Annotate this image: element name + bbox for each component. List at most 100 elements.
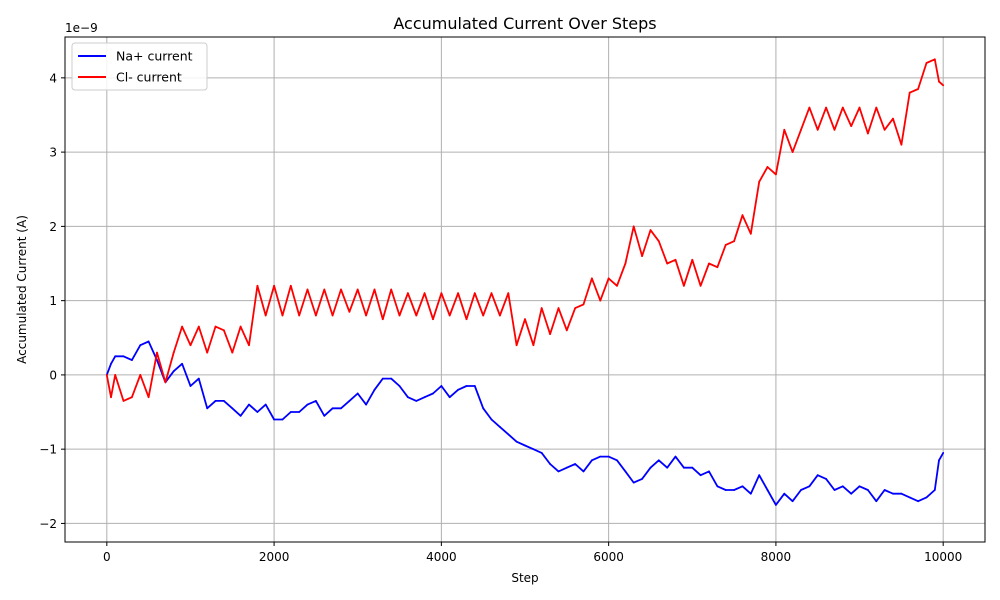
cl-current-point — [231, 351, 234, 354]
cl-current-point — [724, 244, 727, 246]
na-current-point — [933, 489, 936, 491]
na-current-point — [892, 492, 894, 495]
cl-current-point — [248, 344, 250, 347]
cl-current-point — [432, 318, 434, 321]
cl-current-point — [122, 400, 125, 402]
na-current-point — [883, 489, 886, 491]
cl-current-point — [775, 173, 777, 176]
na-current-point — [942, 452, 945, 454]
cl-current-point — [323, 288, 326, 291]
na-current-point — [666, 466, 669, 469]
plot-frame — [64, 36, 986, 543]
x-tick-label: 8000 — [761, 550, 792, 564]
cl-current-point — [356, 288, 359, 291]
cl-current-point — [348, 310, 351, 313]
cl-current-point — [239, 325, 242, 328]
cl-current-point — [482, 314, 485, 317]
cl-current-point — [256, 284, 259, 287]
na-current-point — [356, 392, 359, 395]
cl-current-point — [110, 396, 112, 399]
na-current-point — [549, 463, 551, 465]
cl-current-point — [624, 262, 627, 265]
na-current-point — [110, 362, 112, 365]
na-current-point — [331, 407, 334, 410]
na-current-point — [758, 474, 761, 477]
cl-current-point — [925, 62, 928, 64]
na-current-point — [381, 377, 384, 380]
cl-current-point — [557, 307, 560, 309]
cl-current-point — [683, 284, 685, 287]
x-tick-label: 6000 — [593, 550, 624, 564]
y-tick-label: 2 — [49, 220, 57, 234]
na-current-point — [632, 481, 635, 484]
cl-current-point — [390, 288, 393, 291]
cl-current-point — [197, 325, 200, 328]
na-current-point — [515, 440, 518, 443]
na-current-point — [565, 466, 568, 469]
cl-current-point — [381, 318, 384, 321]
cl-current-point — [281, 314, 284, 317]
na-current-point — [214, 400, 217, 402]
na-current-point — [432, 392, 434, 395]
y-tick-label: 1 — [49, 294, 57, 308]
cl-current-point — [908, 91, 911, 94]
y-axis-title: Accumulated Current (A) — [15, 215, 29, 364]
cl-current-point — [841, 106, 844, 109]
na-current-point — [457, 388, 459, 391]
y-axis-offset-label: 1e−9 — [65, 21, 98, 35]
na-current-point — [708, 470, 710, 473]
cl-current-point — [900, 143, 903, 146]
na-current-point — [825, 478, 827, 480]
na-current-point — [340, 407, 342, 410]
na-current-point — [189, 385, 192, 387]
cl-current-point — [591, 277, 593, 280]
na-current-point — [440, 385, 443, 387]
cl-current-point — [933, 58, 936, 61]
plot-series — [105, 58, 945, 506]
na-current-point — [540, 452, 543, 454]
y-tick-label: 3 — [49, 146, 57, 160]
na-current-point — [574, 463, 577, 465]
cl-current-point — [632, 225, 635, 228]
cl-current-point — [189, 344, 192, 347]
na-current-point — [281, 418, 284, 421]
na-current-point — [591, 459, 593, 462]
cl-current-point — [340, 288, 342, 291]
na-current-point — [490, 418, 493, 421]
cl-current-point — [264, 314, 267, 317]
cl-current-point — [440, 292, 443, 295]
cl-current-point — [892, 117, 894, 120]
y-tick-label: −1 — [39, 443, 57, 457]
na-current-point — [197, 377, 200, 380]
na-current-point — [273, 418, 275, 421]
cl-current-point — [507, 292, 510, 295]
na-current-point — [766, 489, 769, 491]
na-current-point — [256, 411, 259, 413]
na-current-point — [850, 492, 853, 495]
na-current-point — [925, 496, 928, 499]
x-tick-label: 4000 — [426, 550, 457, 564]
na-current-point — [657, 459, 660, 462]
cl-current-point — [607, 277, 610, 280]
x-tick-label: 0 — [103, 550, 111, 564]
na-current-point — [791, 500, 794, 503]
cl-current-point — [699, 284, 702, 287]
cl-current-point — [708, 262, 710, 265]
na-current-point — [448, 396, 451, 399]
cl-current-point — [223, 329, 225, 332]
cl-current-point — [917, 88, 919, 90]
x-axis-title: Step — [511, 571, 538, 585]
cl-current-point — [448, 314, 451, 317]
cl-current-point — [473, 292, 476, 295]
na-current-point — [373, 388, 376, 391]
na-current-line — [105, 340, 944, 506]
cl-current-point — [490, 292, 493, 295]
cl-current-point — [131, 396, 133, 399]
cl-current-point — [365, 314, 367, 317]
cl-current-point — [641, 255, 643, 257]
cl-current-point — [716, 266, 719, 269]
cl-current-point — [315, 314, 317, 317]
cl-current-point — [741, 214, 744, 217]
na-current-point — [557, 470, 560, 473]
na-current-point — [858, 485, 861, 488]
